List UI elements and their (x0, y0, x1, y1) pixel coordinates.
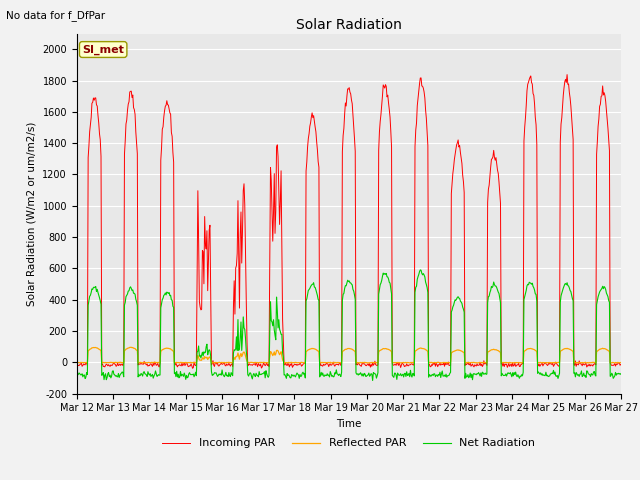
Net Radiation (369, 378, 376, 384)
Incoming PAR (189, 365, 196, 371)
Incoming PAR (431, 363, 439, 369)
Net Radiation (416, 269, 424, 275)
Reflected PAR (417, 345, 424, 351)
Net Radiation (83, 370, 90, 375)
Incoming PAR (139, 361, 147, 367)
Line: Net Radiation: Net Radiation (77, 270, 621, 381)
Incoming PAR (416, 81, 424, 86)
Net Radiation (194, 348, 202, 354)
Line: Reflected PAR: Reflected PAR (77, 348, 621, 363)
Net Radiation (617, 372, 625, 377)
Title: Solar Radiation: Solar Radiation (296, 18, 402, 33)
Net Radiation (417, 267, 424, 273)
Reflected PAR (223, 360, 231, 366)
Net Radiation (223, 373, 230, 379)
Line: Incoming PAR: Incoming PAR (77, 74, 621, 368)
Incoming PAR (83, 360, 90, 366)
Reflected PAR (83, 360, 90, 366)
Text: No data for f_DfPar: No data for f_DfPar (6, 10, 106, 21)
Reflected PAR (355, 360, 363, 366)
Incoming PAR (73, 361, 81, 367)
Text: SI_met: SI_met (82, 44, 124, 55)
Incoming PAR (195, 237, 202, 243)
Net Radiation (73, 372, 81, 378)
Reflected PAR (617, 360, 625, 365)
X-axis label: Time: Time (336, 419, 362, 429)
Net Radiation (139, 373, 147, 379)
Reflected PAR (73, 360, 81, 365)
Net Radiation (433, 372, 440, 378)
Reflected PAR (127, 345, 135, 350)
Incoming PAR (617, 361, 625, 367)
Reflected PAR (433, 360, 440, 365)
Reflected PAR (140, 360, 147, 365)
Incoming PAR (563, 72, 571, 77)
Legend: Incoming PAR, Reflected PAR, Net Radiation: Incoming PAR, Reflected PAR, Net Radiati… (157, 434, 540, 453)
Incoming PAR (223, 362, 231, 368)
Y-axis label: Solar Radiation (W/m2 or um/m2/s): Solar Radiation (W/m2 or um/m2/s) (27, 121, 37, 306)
Reflected PAR (195, 355, 202, 360)
